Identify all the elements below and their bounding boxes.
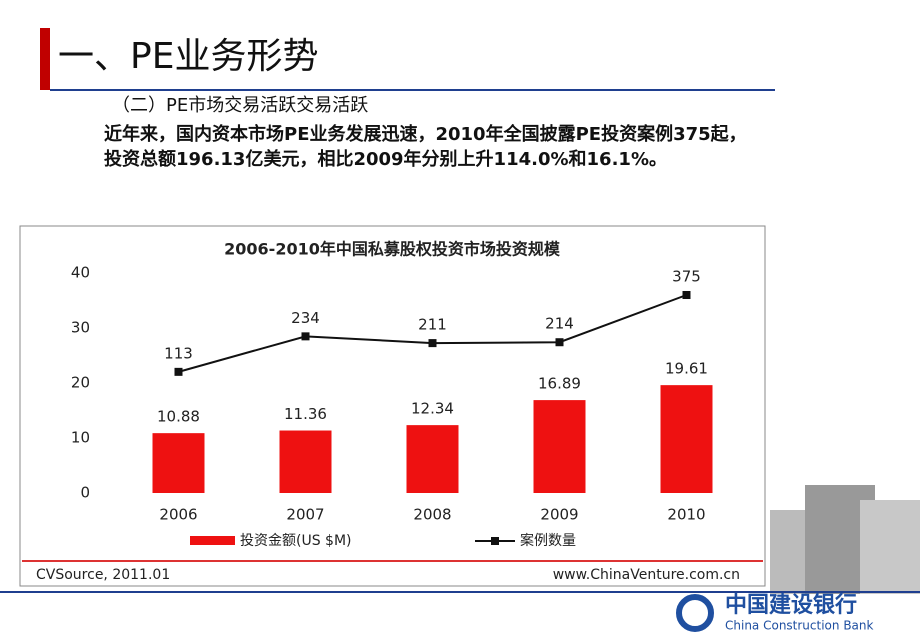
- legend-swatch: [491, 537, 499, 545]
- data-label: 211: [418, 316, 447, 334]
- title-accent: [40, 28, 50, 90]
- data-label: 234: [291, 309, 320, 327]
- x-tick-label: 2008: [413, 506, 451, 524]
- paragraph-line: 投资总额196.13亿美元，相比2009年分别上升114.0%和16.1%。: [104, 148, 667, 170]
- chart-frame: [19, 225, 766, 587]
- logo-english: China Construction Bank: [725, 619, 874, 633]
- data-label: 214: [545, 315, 574, 333]
- source: CVSource, 2011.01: [36, 567, 170, 583]
- data-label: 19.61: [665, 360, 708, 378]
- slide-title: 一、PE业务形势: [58, 36, 318, 77]
- logo-mark: [676, 594, 714, 632]
- x-tick-label: 2009: [540, 506, 578, 524]
- data-label: 113: [164, 344, 193, 362]
- legend-swatch: [190, 536, 235, 545]
- data-label: 16.89: [538, 375, 581, 393]
- marker: [682, 291, 691, 299]
- bar: [660, 385, 713, 493]
- logo-name: 中国建设银行: [725, 592, 857, 618]
- marker: [301, 332, 310, 341]
- y-tick-label: 30: [71, 319, 90, 337]
- x-tick-label: 2007: [286, 506, 324, 524]
- chart-title: 2006-2010年中国私募股权投资市场投资规模: [224, 240, 561, 259]
- y-tick-label: 10: [71, 429, 90, 447]
- data-label: 12.34: [411, 400, 454, 418]
- y-tick-label: 20: [71, 374, 90, 392]
- legend-label: 案例数量: [520, 532, 576, 549]
- website: www.ChinaVenture.com.cn: [553, 567, 740, 583]
- bar: [279, 430, 332, 493]
- data-label: 11.36: [284, 405, 327, 423]
- bar: [152, 433, 205, 493]
- marker: [555, 338, 564, 347]
- data-label: 10.88: [157, 408, 200, 426]
- x-tick-label: 2006: [159, 506, 197, 524]
- y-tick-label: 40: [71, 264, 90, 282]
- data-label: 375: [672, 268, 701, 286]
- legend-label: 投资金额(US $M): [240, 533, 352, 549]
- marker: [174, 367, 183, 376]
- bar: [533, 400, 586, 493]
- bar: [406, 425, 459, 493]
- paragraph-line: 近年来，国内资本市场PE业务发展迅速，2010年全国披露PE投资案例375起，: [104, 123, 747, 145]
- y-tick-label: 0: [80, 484, 90, 502]
- x-tick-label: 2010: [667, 506, 705, 524]
- building: [770, 485, 920, 595]
- subtitle: （二）PE市场交易活跃交易活跃: [112, 95, 368, 116]
- marker: [428, 339, 437, 348]
